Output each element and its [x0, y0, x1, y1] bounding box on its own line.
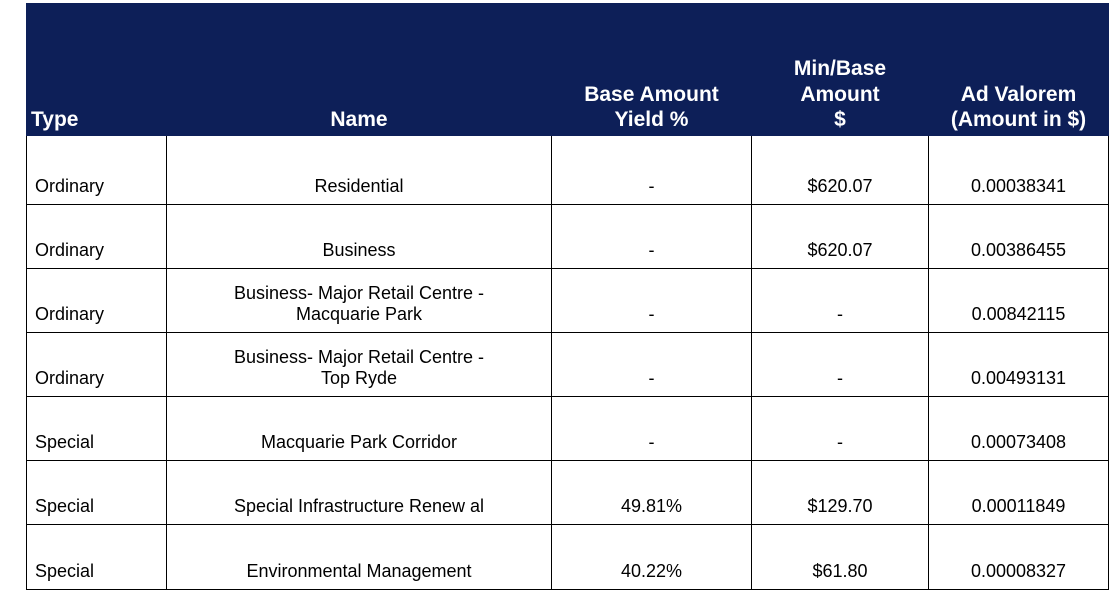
cell-ad-valorem: 0.00008327	[928, 524, 1109, 590]
cell-name: Residential	[166, 135, 552, 205]
cell-base-yield: 49.81%	[551, 460, 752, 525]
cell-ad-valorem: 0.00011849	[928, 460, 1109, 525]
header-min-base-line3: $	[834, 107, 846, 131]
cell-name: Environmental Management	[166, 524, 552, 590]
cell-base-yield: -	[551, 135, 752, 205]
cell-ad-valorem: 0.00073408	[928, 396, 1109, 461]
table-row: Special Special Infrastructure Renew al …	[26, 460, 1109, 525]
cell-base-yield: -	[551, 332, 752, 397]
table-row: Ordinary Business- Major Retail Centre -…	[26, 332, 1109, 397]
cell-name: Business- Major Retail Centre - Macquari…	[166, 268, 552, 333]
cell-name-line1: Business- Major Retail Centre -	[233, 346, 485, 367]
cell-type: Ordinary	[26, 268, 167, 333]
cell-type: Special	[26, 460, 167, 525]
cell-min-base: $61.80	[751, 524, 929, 590]
table-row: Special Environmental Management 40.22% …	[26, 524, 1109, 590]
cell-name-line1: Business	[322, 240, 396, 261]
header-ad-valorem: Ad Valorem (Amount in $)	[928, 3, 1109, 136]
cell-base-yield: 40.22%	[551, 524, 752, 590]
cell-base-yield: -	[551, 396, 752, 461]
cell-type: Ordinary	[26, 332, 167, 397]
cell-ad-valorem: 0.00386455	[928, 204, 1109, 269]
cell-min-base: -	[751, 396, 929, 461]
header-base-yield: Base Amount Yield %	[551, 3, 752, 136]
header-min-base: Min/Base Amount $	[751, 3, 929, 136]
header-ad-valorem-line1: Ad Valorem	[960, 82, 1077, 106]
cell-name-line2: Top Ryde	[320, 368, 398, 389]
table-row: Ordinary Business- Major Retail Centre -…	[26, 268, 1109, 333]
cell-min-base: -	[751, 332, 929, 397]
cell-name: Special Infrastructure Renew al	[166, 460, 552, 525]
cell-name: Business	[166, 204, 552, 269]
cell-type: Special	[26, 396, 167, 461]
header-ad-valorem-line2: (Amount in $)	[950, 107, 1087, 131]
cell-min-base: -	[751, 268, 929, 333]
cell-base-yield: -	[551, 204, 752, 269]
header-min-base-line2: Amount	[800, 82, 880, 106]
header-base-yield-line2: Yield %	[614, 107, 689, 131]
header-name: Name	[166, 3, 552, 136]
header-base-yield-line1: Base Amount	[584, 82, 719, 106]
table-row: Special Macquarie Park Corridor - - 0.00…	[26, 396, 1109, 461]
cell-ad-valorem: 0.00493131	[928, 332, 1109, 397]
table-row: Ordinary Business - $620.07 0.00386455	[26, 204, 1109, 269]
cell-type: Special	[26, 524, 167, 590]
cell-name-line1: Special Infrastructure Renew al	[233, 496, 485, 517]
cell-min-base: $620.07	[751, 135, 929, 205]
cell-name-line1: Macquarie Park Corridor	[260, 432, 458, 453]
cell-name-line1: Residential	[314, 176, 404, 197]
cell-type: Ordinary	[26, 204, 167, 269]
cell-name-line2: Macquarie Park	[295, 304, 423, 325]
cell-name-line1: Environmental Management	[246, 561, 472, 582]
header-row: Type Name Base Amount Yield % Min/Base A…	[26, 3, 1109, 136]
cell-name-line1: Business- Major Retail Centre -	[233, 282, 485, 303]
cell-min-base: $129.70	[751, 460, 929, 525]
header-type: Type	[26, 3, 167, 136]
cell-name: Business- Major Retail Centre - Top Ryde	[166, 332, 552, 397]
table-row: Ordinary Residential - $620.07 0.0003834…	[26, 135, 1109, 205]
cell-base-yield: -	[551, 268, 752, 333]
cell-ad-valorem: 0.00842115	[928, 268, 1109, 333]
cell-min-base: $620.07	[751, 204, 929, 269]
cell-name: Macquarie Park Corridor	[166, 396, 552, 461]
cell-type: Ordinary	[26, 135, 167, 205]
cell-ad-valorem: 0.00038341	[928, 135, 1109, 205]
rates-table: Type Name Base Amount Yield % Min/Base A…	[26, 3, 1109, 590]
header-min-base-line1: Min/Base	[793, 57, 887, 81]
